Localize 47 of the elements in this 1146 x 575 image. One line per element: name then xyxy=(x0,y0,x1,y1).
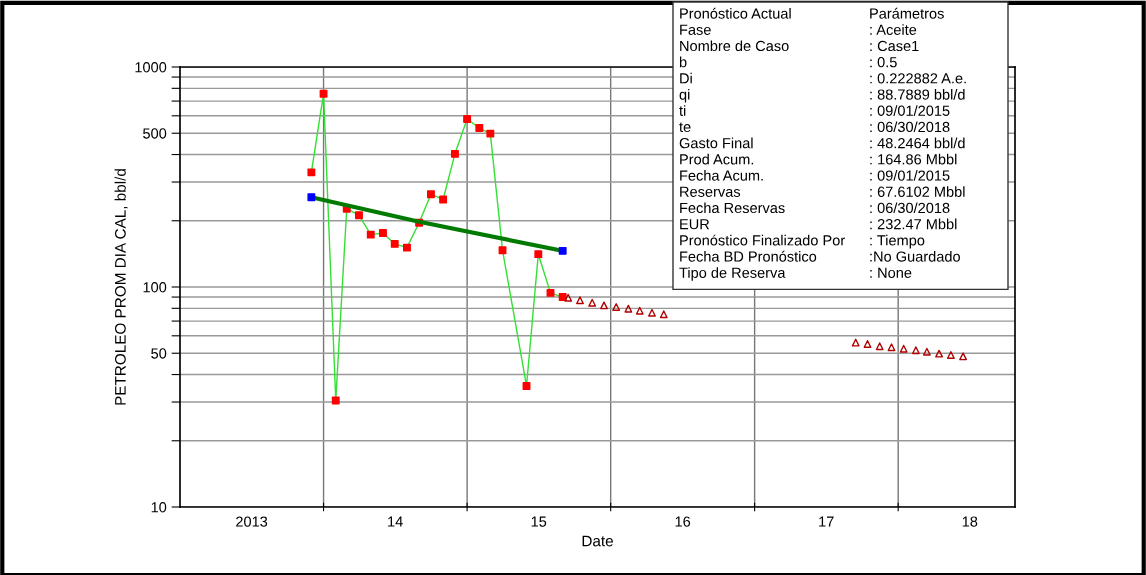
y-tick-label: 10 xyxy=(151,502,167,513)
y-tick-label: 100 xyxy=(143,282,167,293)
annotation: b xyxy=(679,56,687,68)
annotation: Fecha Reservas xyxy=(680,202,785,214)
annotation: : 164.86 Mbbl xyxy=(870,153,957,165)
x-axis-title: Date xyxy=(582,535,613,547)
annotation: te xyxy=(679,122,691,133)
annotation: Fecha Acum. xyxy=(680,170,763,181)
annotation: : 06/30/2018 xyxy=(870,121,950,133)
annotation: Di xyxy=(680,72,692,84)
annotation: : 0.5 xyxy=(870,56,897,68)
annotation: : 88.7889 bbl/d xyxy=(870,89,965,100)
x-tick-label: 17 xyxy=(819,516,834,527)
text: : Case1 xyxy=(870,40,919,52)
annotation: qi xyxy=(679,89,690,103)
y-axis-title: PETROLEO PROM DIA CAL, bbl/d xyxy=(114,169,128,405)
annotation: Gasto Final xyxy=(679,137,753,149)
annotation: Tipo de Reserva xyxy=(679,267,786,281)
x-tick-label: 14 xyxy=(388,516,403,527)
y-tick-label: 500 xyxy=(143,128,167,139)
annotation: : 09/01/2015 xyxy=(870,170,950,181)
annotation: : 0.222882 A.e. xyxy=(870,73,966,84)
x-tick-label: 16 xyxy=(675,516,691,527)
annotation: : 232.47 Mbbl xyxy=(870,218,957,230)
annotation: ti xyxy=(679,105,686,116)
annotation: Prod Acum. xyxy=(680,153,754,165)
annotation: Pronóstico Finalizado Por xyxy=(680,234,845,246)
annotation: : 06/30/2018 xyxy=(870,202,950,214)
annotation: Reservas xyxy=(680,186,741,197)
text: Pronóstico Actual xyxy=(680,7,791,19)
x-tick-label: 18 xyxy=(962,516,978,527)
annotation: :No Guardado xyxy=(870,251,960,262)
annotation: : 09/01/2015 xyxy=(870,105,950,116)
annotation: Fecha BD Pronóstico xyxy=(680,250,817,262)
annotation: : None xyxy=(870,267,912,278)
x-tick-label: 15 xyxy=(531,516,547,527)
text: Fase xyxy=(680,24,711,35)
y-tick-label: 50 xyxy=(151,348,167,359)
text: Parámetros xyxy=(870,7,944,19)
text: Nombre de Caso xyxy=(680,40,789,52)
y-tick-label: 1000 xyxy=(135,62,167,73)
annotation: : 67.6102 Mbbl xyxy=(870,186,965,197)
annotation: : 48.2464 bbl/d xyxy=(870,137,965,149)
x-tick-label: 2013 xyxy=(236,516,268,527)
text: : Aceite xyxy=(870,24,917,35)
annotation: EUR xyxy=(680,219,710,230)
annotation: : Tiempo xyxy=(870,234,925,249)
